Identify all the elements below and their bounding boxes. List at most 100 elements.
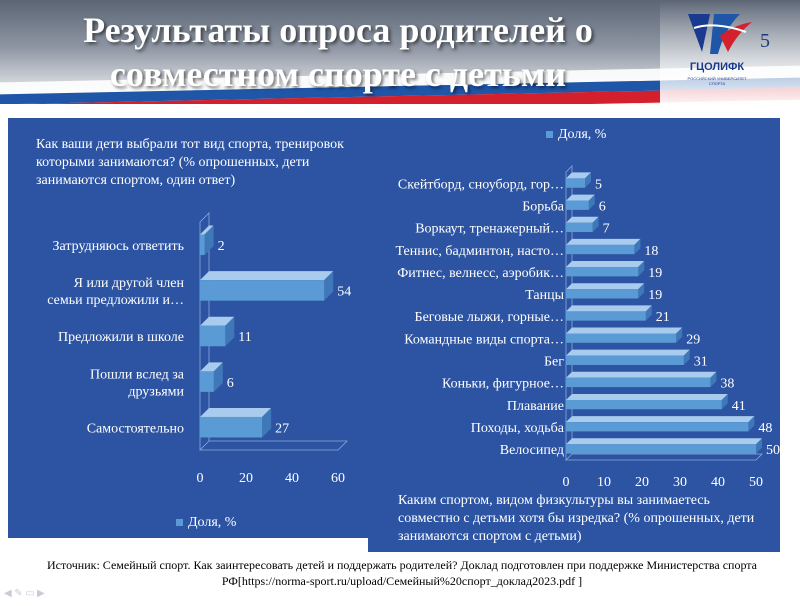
chart-1-tick-label: 10 xyxy=(597,475,611,490)
chart-1-category-label: Беговые лыжи, горные… xyxy=(415,310,564,325)
chart-1-category-label: Командные виды спорта… xyxy=(404,332,564,347)
chart-1-tick-label: 20 xyxy=(635,475,649,490)
chart-1-bar xyxy=(566,422,749,432)
chart-1-bar-end xyxy=(756,438,762,454)
chart-left: 2 Затрудняюсь ответить 54 Я или другой член… xyxy=(47,212,351,530)
chart-1-bar-end xyxy=(645,305,652,321)
chart-1-bar-top xyxy=(566,238,641,245)
chart-0-bar-top xyxy=(200,362,223,372)
chart-0-data-label: 6 xyxy=(227,376,234,391)
chart-1-bar xyxy=(566,222,593,233)
page-number: 5 xyxy=(760,30,770,52)
chart-1-data-label: 5 xyxy=(595,177,602,192)
chart-1-data-label: 38 xyxy=(720,377,734,392)
chart-1-bar-end xyxy=(638,283,645,299)
title-banner xyxy=(0,0,800,104)
chart-1-legend-label: Доля, % xyxy=(558,127,607,142)
chart-1-bar-end xyxy=(683,349,690,365)
chart-1-legend-swatch xyxy=(546,131,553,138)
chart-1-bar-top xyxy=(566,305,652,312)
chart-right-title: Каким спортом, видом физкультуры вы зани… xyxy=(398,493,755,544)
chart-0-bar-end xyxy=(204,225,214,256)
chart-1-category-label: Борьба xyxy=(522,199,565,214)
chart-1-bar-top xyxy=(566,416,755,423)
chart-0-bar-end xyxy=(324,271,334,301)
chart-1-category-label: Коньки, фигурное… xyxy=(442,377,564,392)
chart-0-data-label: 27 xyxy=(275,421,289,436)
chart-1-data-label: 50 xyxy=(766,443,780,458)
chart-1-category-label: Скейтборд, сноуборд, гор… xyxy=(398,177,564,192)
chart-1-data-label: 19 xyxy=(648,266,662,281)
chart-1-bar-top xyxy=(566,216,599,223)
chart-1-bar xyxy=(566,178,585,188)
chart-0-category-label: семьи предложили и… xyxy=(47,293,184,308)
chart-1-bar-end xyxy=(638,261,645,277)
chart-1-bar-top xyxy=(566,172,591,179)
chart-1-category-label: Походы, ходьба xyxy=(471,421,565,436)
chart-1-bar xyxy=(566,244,635,255)
chart-0-category-label: Затрудняюсь ответить xyxy=(53,239,185,254)
chart-0-floor xyxy=(200,440,348,451)
chart-1-bar-end xyxy=(585,172,591,188)
chart-1-data-label: 41 xyxy=(732,399,746,414)
logo-subtext: РОССИЙСКИЙ УНИВЕРСИТЕТ СПОРТА xyxy=(687,76,747,86)
chart-0-category-label: друзьями xyxy=(128,384,184,399)
chart-0-bar-top xyxy=(200,407,272,417)
chart-0-category-label: Предложили в школе xyxy=(58,330,184,345)
chart-1-category-label: Бег xyxy=(544,355,564,370)
chart-1-bar-end xyxy=(721,393,728,410)
chart-0-category-label: Я или другой член xyxy=(74,276,185,291)
chart-0-data-label: 2 xyxy=(218,239,225,254)
chart-1-data-label: 29 xyxy=(686,332,700,347)
chart-0-bar xyxy=(200,371,214,392)
chart-1-floor xyxy=(566,453,763,461)
chart-1-bar-top xyxy=(566,194,595,201)
chart-1-bar-end xyxy=(676,327,683,343)
chart-1-data-label: 31 xyxy=(694,355,708,370)
university-logo: ГЦОЛИФК РОССИЙСКИЙ УНИВЕРСИТЕТ СПОРТА xyxy=(680,6,754,92)
chart-1-data-label: 18 xyxy=(644,244,658,259)
chart-0-bar-end xyxy=(262,407,272,438)
source-note: Источник: Семейный спорт. Как заинтересо… xyxy=(47,558,757,588)
chart-1-bar-top xyxy=(566,349,690,356)
chart-1-category-label: Плавание xyxy=(507,399,564,414)
logo-text: ГЦОЛИФК xyxy=(689,61,745,73)
chart-0-data-label: 54 xyxy=(337,285,351,300)
chart-0-bar xyxy=(200,416,263,438)
slideshow-toolbar[interactable]: ◀ ✎ ▭ ▶ xyxy=(4,588,45,599)
chart-0-data-label: 11 xyxy=(238,330,251,345)
chart-1-bar xyxy=(566,200,589,210)
chart-1-bar-top xyxy=(566,371,717,378)
chart-1-bar xyxy=(566,311,646,321)
chart-0-tick-label: 20 xyxy=(239,471,253,486)
chart-1-category-label: Велосипед xyxy=(500,443,564,458)
chart-1-bar xyxy=(566,399,722,410)
chart-0-bar-end xyxy=(213,362,223,392)
slide-title: Результаты опроса родителей о совместном… xyxy=(83,10,593,94)
chart-1-bar-top xyxy=(566,261,645,268)
chart-left-title: Как ваши дети выбрали тот вид спорта, тр… xyxy=(36,137,344,188)
chart-0-tick-label: 60 xyxy=(331,471,345,486)
chart-0-legend-swatch xyxy=(176,519,183,526)
chart-1-category-label: Фитнес, велнесс, аэробик… xyxy=(397,266,564,281)
chart-1-bar xyxy=(566,333,677,343)
chart-1-tick-label: 0 xyxy=(563,475,570,490)
chart-0-legend-label: Доля, % xyxy=(188,515,237,530)
chart-1-bar-top xyxy=(566,393,728,400)
chart-0-bar xyxy=(200,234,205,256)
chart-1-data-label: 48 xyxy=(758,421,772,436)
chart-1-bar xyxy=(566,444,756,454)
chart-1-bar-end xyxy=(748,416,755,432)
chart-0-tick-label: 0 xyxy=(197,471,204,486)
chart-0-bar xyxy=(200,325,226,347)
chart-1-bar xyxy=(566,377,711,388)
chart-1-bar-top xyxy=(566,438,762,445)
chart-1-bar-top xyxy=(566,283,645,290)
chart-0-category-label: Пошли вслед за xyxy=(90,367,185,382)
chart-1-category-label: Теннис, бадминтон, насто… xyxy=(395,244,564,259)
chart-0-bar-top xyxy=(200,271,334,281)
chart-1-bar xyxy=(566,289,639,299)
chart-1-data-label: 6 xyxy=(599,199,606,214)
chart-1-category-label: Танцы xyxy=(525,288,564,303)
chart-1-bar-end xyxy=(588,194,595,210)
